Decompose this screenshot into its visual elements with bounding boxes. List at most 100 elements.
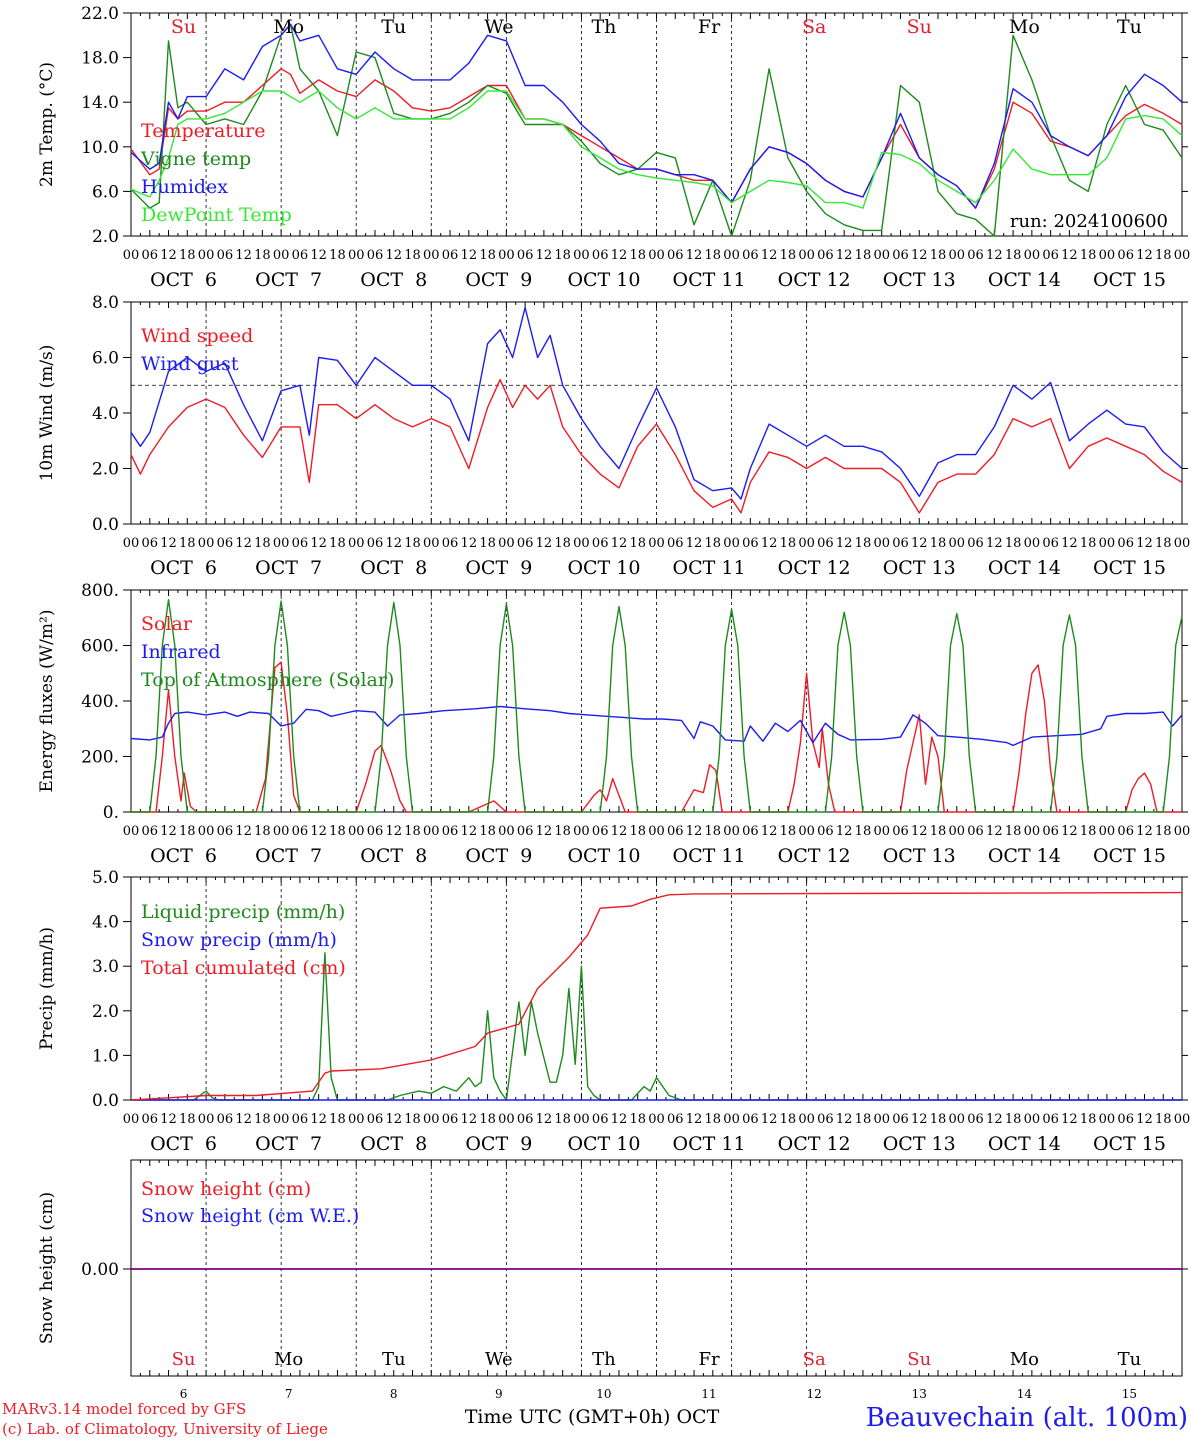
legend-entry: Snow precip (mm/h) — [141, 929, 337, 951]
hour-tick-label: 18 — [479, 1112, 496, 1127]
hour-tick-label: 18 — [930, 824, 947, 839]
hour-tick-label: 12 — [836, 824, 853, 839]
date-label: OCT 15 — [1093, 1133, 1166, 1155]
legend-entry: Total cumulated (cm) — [141, 957, 346, 979]
hour-tick-label: 06 — [1042, 536, 1059, 551]
bottom-date-label: 11 — [701, 1387, 716, 1401]
hour-tick-label: 12 — [461, 1112, 478, 1127]
hour-tick-label: 00 — [723, 248, 740, 263]
hour-tick-label: 06 — [367, 824, 384, 839]
hour-tick-label: 12 — [836, 248, 853, 263]
hour-tick-label: 06 — [367, 536, 384, 551]
y-tick-label: 5.0 — [92, 868, 119, 888]
y-tick-label: 0.00 — [81, 1260, 119, 1280]
y-tick-label: 200. — [81, 748, 119, 768]
run-annotation: run: 2024100600 — [1010, 211, 1168, 232]
hour-tick-label: 18 — [179, 248, 196, 263]
date-label: OCT 14 — [988, 557, 1061, 579]
hour-tick-label: 06 — [292, 1112, 309, 1127]
date-label: OCT 9 — [465, 269, 532, 291]
hour-tick-label: 18 — [930, 248, 947, 263]
y-tick-label: 800. — [81, 581, 119, 601]
y-tick-label: 6.0 — [92, 182, 119, 202]
hour-tick-label: 18 — [855, 1112, 872, 1127]
hour-tick-label: 06 — [667, 1112, 684, 1127]
hour-tick-label: 12 — [986, 1112, 1003, 1127]
hour-tick-label: 00 — [1174, 1112, 1191, 1127]
weekday-label: Th — [592, 1349, 616, 1370]
weekday-label: Sa — [803, 1349, 826, 1370]
y-tick-label: 2.0 — [92, 1002, 119, 1022]
date-label: OCT 10 — [567, 1133, 640, 1155]
hour-tick-label: 18 — [1080, 1112, 1097, 1127]
hour-tick-label: 00 — [873, 1112, 890, 1127]
hour-tick-label: 00 — [498, 248, 515, 263]
hour-tick-label: 00 — [723, 1112, 740, 1127]
hour-tick-label: 00 — [798, 248, 815, 263]
hour-tick-label: 06 — [442, 248, 459, 263]
hour-tick-label: 06 — [217, 248, 234, 263]
weekday-label: We — [485, 1349, 513, 1370]
hour-tick-label: 06 — [292, 536, 309, 551]
y-tick-label: 4.0 — [92, 404, 119, 424]
y-axis-label: Energy fluxes (W/m²) — [37, 610, 57, 793]
y-tick-label: 2.0 — [92, 227, 119, 247]
hour-tick-label: 06 — [742, 248, 759, 263]
hour-tick-label: 00 — [873, 824, 890, 839]
hour-tick-label: 06 — [1117, 1112, 1134, 1127]
hour-tick-label: 18 — [554, 248, 571, 263]
hour-tick-label: 18 — [1155, 536, 1172, 551]
date-label: OCT 9 — [465, 845, 532, 867]
hour-tick-label: 18 — [1080, 824, 1097, 839]
hour-tick-label: 06 — [517, 1112, 534, 1127]
hour-tick-label: 00 — [648, 1112, 665, 1127]
hour-tick-label: 00 — [1024, 248, 1041, 263]
bottom-date-label: 14 — [1017, 1387, 1033, 1401]
date-label: OCT 7 — [255, 1133, 322, 1155]
hour-tick-label: 12 — [911, 824, 928, 839]
hour-tick-label: 00 — [1174, 824, 1191, 839]
hour-tick-label: 18 — [179, 536, 196, 551]
lab-credit: (c) Lab. of Climatology, University of L… — [2, 1420, 328, 1438]
series-line-solar — [131, 661, 1182, 813]
plot-frame — [130, 12, 1183, 237]
hour-tick-label: 06 — [967, 536, 984, 551]
date-label: OCT 8 — [360, 1133, 427, 1155]
hour-tick-label: 12 — [536, 824, 553, 839]
hour-tick-label: 00 — [1099, 1112, 1116, 1127]
hour-tick-label: 06 — [1042, 1112, 1059, 1127]
y-tick-label: 22.0 — [81, 4, 119, 24]
legend-entry: Snow height (cm) — [141, 1178, 311, 1200]
weekday-label: Mo — [1010, 1349, 1039, 1370]
hour-tick-label: 12 — [686, 1112, 703, 1127]
hour-tick-label: 12 — [1061, 1112, 1078, 1127]
y-axis-label: Precip (mm/h) — [37, 927, 57, 1050]
date-label: OCT 11 — [673, 269, 746, 291]
hour-tick-label: 06 — [967, 248, 984, 263]
series-line-temperature — [130, 68, 1183, 209]
date-label: OCT 6 — [150, 845, 217, 867]
hour-tick-label: 06 — [892, 824, 909, 839]
hour-tick-label: 12 — [761, 536, 778, 551]
hour-tick-label: 18 — [479, 536, 496, 551]
legend-entry: DewPoint Temp — [141, 204, 292, 226]
hour-tick-label: 00 — [949, 248, 966, 263]
weekday-label: Tu — [382, 1349, 406, 1370]
weekday-label: Su — [907, 16, 932, 38]
hour-tick-label: 12 — [911, 536, 928, 551]
hour-tick-label: 00 — [648, 536, 665, 551]
hour-tick-label: 00 — [348, 536, 365, 551]
hour-tick-label: 00 — [423, 536, 440, 551]
hour-tick-label: 18 — [1155, 824, 1172, 839]
hour-tick-label: 12 — [1136, 536, 1153, 551]
hour-tick-label: 00 — [573, 824, 590, 839]
date-label: OCT 13 — [883, 845, 956, 867]
hour-tick-label: 00 — [873, 248, 890, 263]
panel-4 — [123, 876, 1188, 1101]
hour-tick-label: 06 — [141, 536, 158, 551]
hour-tick-label: 12 — [160, 824, 177, 839]
date-label: OCT 15 — [1093, 557, 1166, 579]
bottom-date-label: 9 — [495, 1387, 503, 1401]
date-label: OCT 6 — [150, 269, 217, 291]
